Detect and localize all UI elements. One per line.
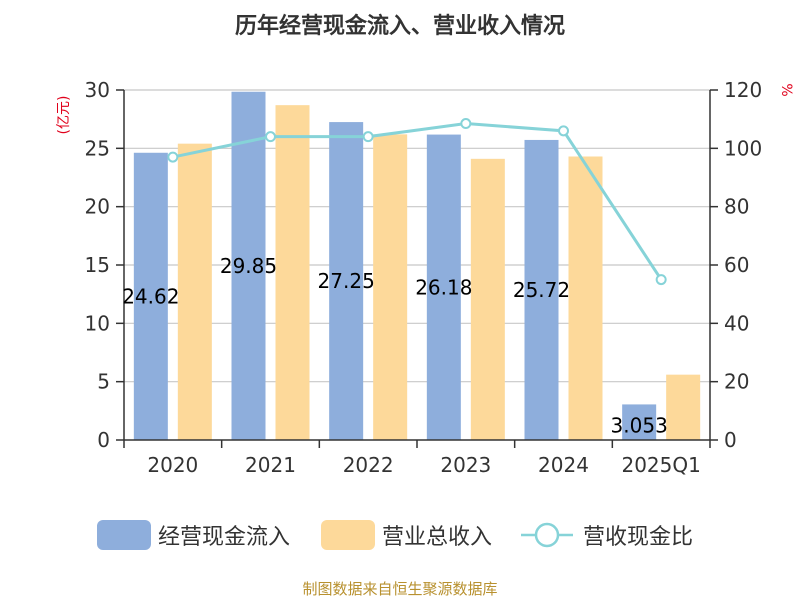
x-tick-label: 2020	[147, 453, 198, 477]
bar-revenue	[666, 374, 701, 440]
right-tick-label: 60	[724, 253, 749, 277]
ratio-point	[265, 131, 276, 143]
data-source-note: 制图数据来自恒生聚源数据库	[302, 580, 497, 598]
bar-value-label: 29.85	[220, 254, 277, 278]
right-tick-label: 20	[724, 370, 749, 394]
x-tick-label: 2023	[440, 453, 491, 477]
legend: 经营现金流入 营业总收入 营收现金比	[97, 520, 693, 550]
left-tick-label: 0	[97, 428, 110, 452]
left-tick-label: 20	[85, 195, 110, 219]
right-tick-label: 40	[724, 311, 749, 335]
bar-value-label: 24.62	[122, 284, 179, 308]
legend-label-revenue: 营业总收入	[382, 525, 492, 550]
data-labels: 24.62 29.85 27.25 26.18 25.72 3.053	[122, 254, 668, 438]
bar-revenue	[470, 158, 505, 441]
bar-value-label: 3.053	[611, 413, 668, 437]
bar-value-label: 27.25	[318, 269, 375, 293]
x-tick-label: 2022	[343, 453, 394, 477]
bar-cash-inflow	[329, 122, 364, 440]
legend-swatch-revenue	[321, 520, 375, 550]
gridlines	[124, 89, 710, 383]
bar-cash-inflow	[426, 134, 461, 441]
bar-value-label: 25.72	[513, 278, 570, 302]
left-tick-label: 30	[85, 78, 110, 102]
x-tick-label: 2021	[245, 453, 296, 477]
legend-swatch-cash-inflow	[97, 520, 151, 550]
bars	[133, 91, 701, 441]
ratio-point	[362, 131, 374, 143]
left-tick-label: 10	[85, 311, 110, 335]
legend-label-cash-inflow: 经营现金流入	[158, 525, 290, 550]
bar-revenue	[275, 105, 310, 441]
ratio-point	[460, 118, 472, 130]
ratio-point	[167, 151, 179, 163]
bar-cash-inflow	[231, 91, 266, 440]
left-tick-label: 15	[85, 253, 110, 277]
right-tick-label: 80	[724, 195, 749, 219]
bar-value-label: 26.18	[415, 275, 472, 299]
axis-ticks: 0 5 10 15 20 25 30 0 20 40 60 80 100 120 2020 2021 2022 2…	[85, 78, 763, 477]
bar-revenue	[177, 143, 212, 440]
right-axis-unit: %	[778, 83, 794, 96]
right-tick-label: 120	[724, 78, 762, 102]
ratio-point	[558, 125, 569, 137]
ratio-point	[655, 274, 667, 286]
legend-marker-ratio	[534, 522, 560, 548]
bar-revenue	[568, 156, 603, 440]
ratio-line-path	[172, 122, 663, 281]
right-tick-label: 100	[724, 136, 762, 160]
chart-title: 历年经营现金流入、营业收入情况	[235, 13, 565, 39]
legend-label-ratio: 营收现金比	[583, 525, 693, 550]
left-tick-label: 25	[85, 136, 110, 160]
left-axis-unit: (亿元)	[56, 96, 72, 135]
ratio-line	[167, 118, 667, 286]
left-tick-label: 5	[97, 370, 110, 394]
bar-revenue	[373, 134, 408, 441]
bar-cash-inflow	[524, 139, 559, 440]
x-tick-label: 2024	[538, 453, 589, 477]
bar-cash-inflow	[133, 152, 168, 440]
x-tick-label: 2025Q1	[621, 453, 700, 477]
bar-cash-inflow	[622, 404, 657, 440]
right-tick-label: 0	[724, 428, 737, 452]
